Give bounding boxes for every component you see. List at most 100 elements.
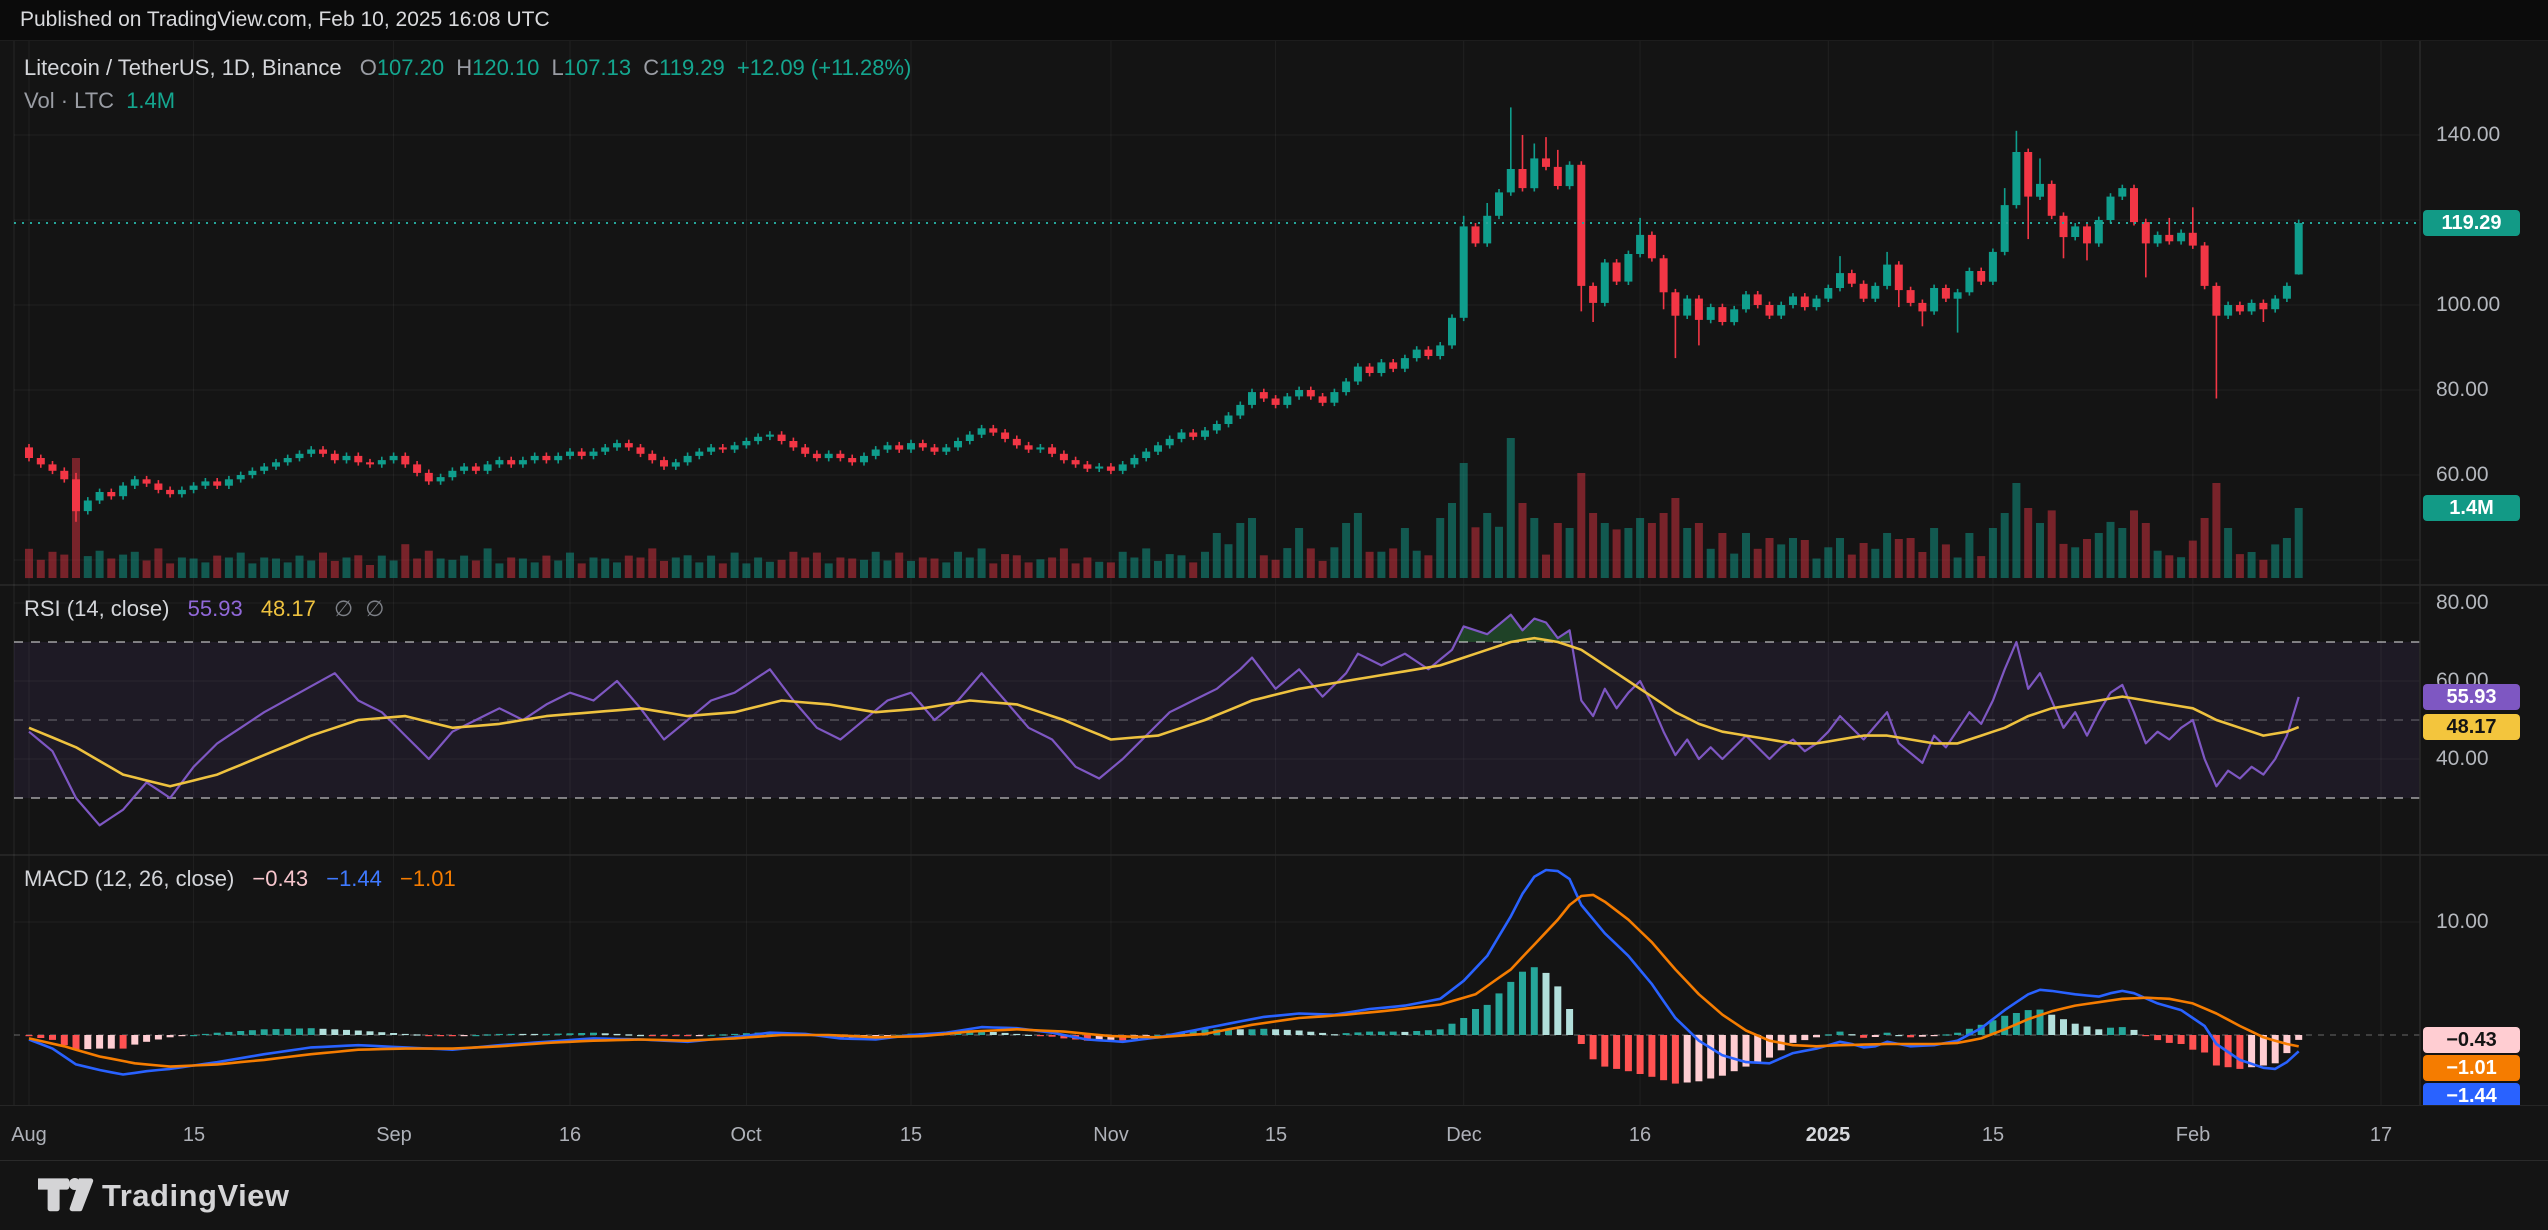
macd-hist-bar[interactable] [1824, 1034, 1832, 1036]
volume-bar[interactable] [954, 551, 962, 578]
candle-body[interactable] [718, 447, 727, 450]
candle-body[interactable] [2282, 285, 2291, 299]
volume-bar[interactable] [48, 551, 57, 578]
volume-bar[interactable] [1918, 552, 1927, 578]
macd-hist-bar[interactable] [37, 1035, 45, 1038]
volume-bar[interactable] [671, 557, 680, 579]
volume-bar[interactable] [695, 562, 704, 578]
candle-body[interactable] [1600, 262, 1609, 303]
candle-body[interactable] [1530, 158, 1539, 189]
candle-body[interactable] [1730, 309, 1739, 323]
candle-body[interactable] [189, 485, 198, 490]
macd-hist-bar[interactable] [1236, 1029, 1244, 1035]
volume-bar[interactable] [1600, 523, 1609, 578]
volume-bar[interactable] [907, 560, 915, 578]
volume-bar[interactable] [1095, 561, 1104, 579]
candle-body[interactable] [1683, 298, 1692, 316]
volume-bar[interactable] [1647, 523, 1656, 578]
volume-bar[interactable] [1847, 554, 1856, 578]
macd-hist-bar[interactable] [166, 1035, 174, 1038]
macd-hist-bar[interactable] [2189, 1035, 2197, 1050]
volume-bar[interactable] [1777, 544, 1786, 578]
macd-hist-bar[interactable] [343, 1029, 350, 1035]
volume-bar[interactable] [1048, 557, 1057, 579]
candle-body[interactable] [319, 449, 327, 454]
macd-hist-bar[interactable] [484, 1034, 492, 1036]
candle-body[interactable] [1283, 396, 1292, 405]
macd-hist-bar[interactable] [1895, 1035, 1903, 1037]
macd-hist-bar[interactable] [1754, 1035, 1762, 1063]
volume-bar[interactable] [554, 560, 563, 579]
candle-body[interactable] [789, 441, 798, 448]
time-tick-label[interactable]: Aug [11, 1124, 47, 1146]
macd-hist-bar[interactable] [1695, 1035, 1703, 1082]
candle-body[interactable] [660, 460, 668, 467]
candle-body[interactable] [1224, 415, 1233, 425]
volume-bar[interactable] [918, 557, 927, 579]
volume-bar[interactable] [236, 552, 245, 578]
macd-hist-bar[interactable] [1225, 1029, 1232, 1035]
candle-body[interactable] [1318, 396, 1327, 403]
candle-body[interactable] [1377, 362, 1386, 373]
candle-body[interactable] [330, 453, 339, 461]
candle-body[interactable] [589, 451, 598, 456]
candle-body[interactable] [613, 443, 621, 448]
volume-bar[interactable] [330, 560, 339, 578]
volume-bar[interactable] [789, 551, 798, 578]
macd-hist-bar[interactable] [554, 1033, 562, 1035]
candle-body[interactable] [1836, 273, 1844, 288]
candle-body[interactable] [1941, 288, 1950, 299]
candle-body[interactable] [2059, 215, 2068, 238]
candle-body[interactable] [2165, 234, 2174, 242]
volume-bar[interactable] [1800, 540, 1809, 578]
macd-hist-bar[interactable] [201, 1033, 209, 1036]
volume-bar[interactable] [1353, 513, 1362, 578]
volume-bar[interactable] [683, 555, 692, 579]
macd-hist-bar[interactable] [2165, 1035, 2173, 1043]
macd-hist-bar[interactable] [1189, 1030, 1197, 1035]
time-tick-label[interactable]: Nov [1093, 1124, 1129, 1146]
macd-hist-bar[interactable] [1566, 1009, 1574, 1035]
volume-bar[interactable] [730, 552, 739, 578]
candle-body[interactable] [1012, 438, 1021, 446]
candle-body[interactable] [2036, 183, 2044, 197]
volume-bar[interactable] [2294, 508, 2303, 578]
volume-bar[interactable] [812, 552, 821, 578]
volume-bar[interactable] [1953, 557, 1962, 579]
candle-body[interactable] [883, 445, 892, 450]
macd-hist-bar[interactable] [542, 1033, 550, 1036]
macd-hist-bar[interactable] [1918, 1035, 1926, 1037]
volume-bar[interactable] [1036, 559, 1045, 578]
candle-body[interactable] [730, 445, 739, 450]
macd-hist-bar[interactable] [448, 1035, 456, 1037]
volume-bar[interactable] [1248, 518, 1256, 578]
volume-bar[interactable] [930, 558, 939, 579]
candle-body[interactable] [483, 464, 492, 471]
candle-body[interactable] [1248, 392, 1256, 405]
candle-body[interactable] [224, 479, 233, 486]
macd-hist-bar[interactable] [1448, 1023, 1456, 1035]
volume-bar[interactable] [566, 552, 574, 578]
volume-bar[interactable] [354, 555, 363, 579]
candle-body[interactable] [1824, 288, 1833, 299]
volume-bar[interactable] [2012, 483, 2021, 578]
macd-hist-bar[interactable] [2248, 1035, 2256, 1068]
candle-body[interactable] [72, 479, 80, 512]
volume-bar[interactable] [1683, 528, 1692, 578]
volume-bar[interactable] [1589, 513, 1598, 578]
macd-hist-bar[interactable] [1519, 971, 1526, 1035]
candle-body[interactable] [2212, 285, 2221, 316]
candle-body[interactable] [860, 455, 868, 463]
candle-body[interactable] [518, 460, 527, 465]
candle-body[interactable] [2259, 302, 2268, 310]
candle-body[interactable] [2024, 152, 2033, 197]
macd-hist-bar[interactable] [331, 1029, 339, 1035]
macd-hist-bar[interactable] [1648, 1035, 1656, 1077]
candle-body[interactable] [413, 464, 422, 473]
volume-bar[interactable] [765, 561, 774, 579]
volume-bar[interactable] [1224, 544, 1233, 578]
candle-body[interactable] [707, 447, 716, 452]
candle-body[interactable] [107, 492, 116, 497]
volume-bar[interactable] [742, 563, 751, 578]
volume-bar[interactable] [319, 552, 327, 578]
